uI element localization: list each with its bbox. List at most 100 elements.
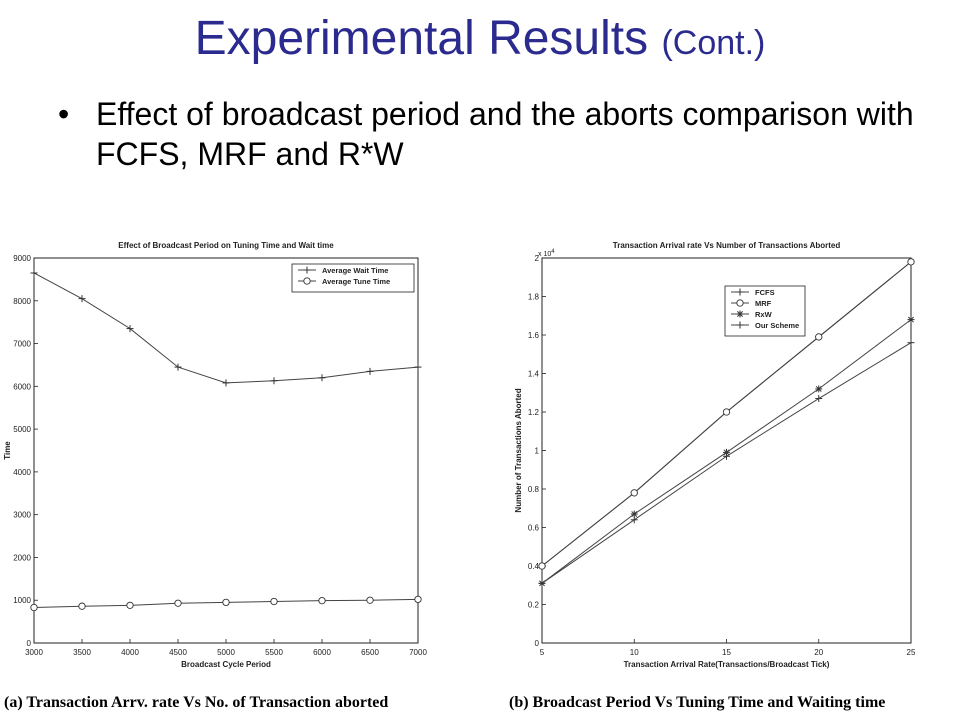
x-tick-label: 6500 [361,648,379,657]
legend-box [291,263,415,293]
series-2-point [815,333,823,341]
x-tick-label: 20 [814,648,823,657]
x-tick-label: 5500 [265,648,283,657]
series-3-point [907,316,915,324]
legend-label: Average Tune Time [322,277,390,286]
wait-tune-chart: Effect of Broadcast Period on Tuning Tim… [3,241,427,669]
x-tick-label: 6000 [313,648,331,657]
y-tick-label: 0 [535,639,540,648]
y-tick-label: 8000 [13,297,31,306]
legend-label: Our Scheme [755,321,799,330]
series-1-point [78,295,86,303]
x-axis-label: Broadcast Cycle Period [181,660,271,669]
series-2-point [174,599,182,607]
series-1-point [222,379,230,387]
y-axis-label: Number of Transactions Aborted [514,388,523,512]
y-tick-label: 1.6 [528,331,540,340]
y-multiplier-exponent: 4 [551,249,555,255]
series-2-point [126,601,134,610]
series-2-point [30,603,38,612]
y-tick-label: 1.2 [528,408,540,417]
y-tick-label: 2000 [13,553,31,562]
title-sub: (Cont.) [661,24,766,62]
y-tick-label: 6000 [13,382,31,391]
x-tick-label: 3500 [73,648,91,657]
x-tick-label: 4500 [169,648,187,657]
x-tick-label: 4000 [121,648,139,657]
y-tick-label: 2 [535,254,540,263]
series-2-point [538,562,546,570]
x-tick-label: 5000 [217,648,235,657]
x-tick-label: 7000 [409,648,427,657]
series-2-point [366,596,374,604]
y-tick-label: 5000 [13,425,31,434]
series-3-point [630,510,638,518]
x-tick-label: 5 [540,648,545,657]
bullet-icon: • [58,96,70,132]
series-4-point [907,339,915,347]
series-2-point [722,408,731,416]
x-tick-label: 25 [907,648,916,657]
y-tick-label: 1.8 [528,293,540,302]
aborts-chart: Transaction Arrival rate Vs Number of Tr… [514,241,916,669]
legend-marker [303,277,311,285]
legend-label: RxW [755,310,773,319]
series-2-point [907,258,915,266]
title-main: Experimental Results [194,12,649,65]
y-tick-label: 0 [27,639,32,648]
x-tick-label: 15 [722,648,731,657]
legend-label: Average Wait Time [322,266,388,275]
series-2-point [414,595,422,604]
legend-marker [736,321,744,329]
series-1-point [126,325,134,333]
chart-title: Transaction Arrival rate Vs Number of Tr… [613,241,841,250]
series-1-point [318,374,326,382]
y-tick-label: 1000 [13,596,31,605]
series-3-point [723,448,730,456]
y-tick-label: 0.8 [528,485,540,494]
y-tick-label: 0.4 [528,562,540,571]
series-2-point [318,596,326,605]
series-2-point [270,597,278,606]
x-tick-label: 3000 [25,648,43,657]
y-tick-label: 3000 [13,511,31,520]
y-multiplier-label: x 104 [538,249,555,258]
chart-title: Effect of Broadcast Period on Tuning Tim… [118,241,334,250]
legend-marker [736,288,744,296]
y-tick-label: 0.2 [528,601,540,610]
legend-label: MRF [755,299,772,308]
series-4-point [630,516,638,524]
caption-right: (b) Broadcast Period Vs Tuning Time and … [509,694,886,711]
series-2-point [630,489,638,497]
y-tick-label: 4000 [13,468,31,477]
series-4-point [538,579,546,587]
legend-label: FCFS [755,288,775,297]
slide-title: Experimental Results (Cont.) [0,4,960,78]
series-2-point [222,598,230,607]
y-tick-label: 7000 [13,340,31,349]
x-tick-label: 10 [630,648,639,657]
x-axis-label: Transaction Arrival Rate(Transactions/Br… [624,660,830,669]
y-tick-label: 1.4 [528,370,540,379]
y-tick-label: 0.6 [528,524,540,533]
series-3-point [815,385,823,393]
y-tick-label: 1 [535,447,540,456]
legend-box [724,285,806,337]
bullet-text: Effect of broadcast period and the abort… [96,96,914,172]
series-1-point [270,377,278,385]
legend-marker [303,266,311,274]
series-1-point [414,363,422,371]
series-1-point [366,367,374,375]
series-1-point [174,363,182,371]
series-1-point [30,269,38,277]
y-tick-label: 9000 [13,254,31,263]
legend-marker [736,299,744,307]
y-axis-label: Time [3,441,12,460]
plot-frame [33,257,419,644]
series-4-point [723,452,730,460]
series-2-point [78,602,86,610]
legend-marker [736,310,744,318]
series-line-4 [541,342,912,584]
series-4-point [815,395,823,403]
caption-left: (a) Transaction Arrv. rate Vs No. of Tra… [4,694,389,711]
